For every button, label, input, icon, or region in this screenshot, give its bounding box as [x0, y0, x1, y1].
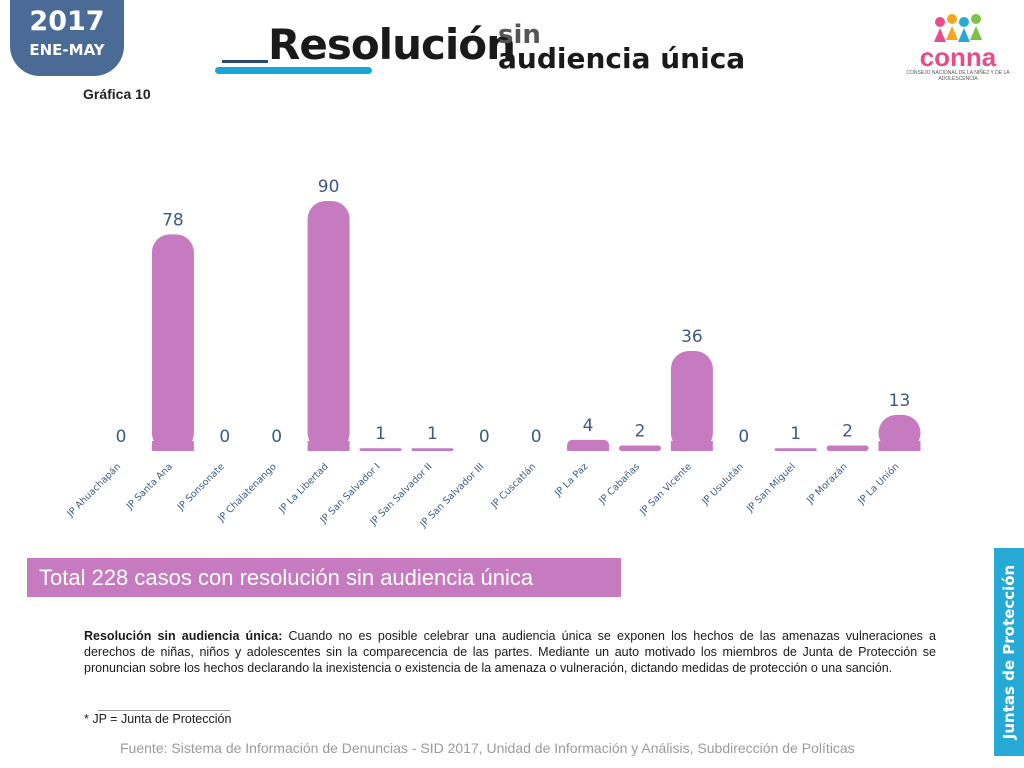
category-label: JP La Unión [856, 461, 902, 507]
category-label: JP Usulután [699, 461, 745, 507]
bar [307, 201, 350, 451]
logo-text: conna [920, 42, 997, 72]
bar [151, 234, 194, 451]
bar-value-label: 36 [681, 327, 703, 347]
bar-value-label: 0 [116, 427, 127, 447]
category-label: JP Santa Ana [124, 461, 175, 512]
bar-value-label: 4 [583, 416, 594, 436]
bar-value-label: 2 [635, 421, 646, 441]
total-banner: Total 228 casos con resolución sin audie… [27, 558, 621, 597]
description: Resolución sin audiencia única: Cuando n… [84, 628, 936, 676]
bar-value-label: 13 [889, 391, 911, 411]
category-label: JP Ahuachapán [65, 461, 124, 520]
total-banner-text: Total 228 casos con resolución sin audie… [39, 565, 534, 590]
bar-value-label: 0 [479, 427, 490, 447]
section-tab: Juntas de Protección [994, 548, 1024, 756]
source-note: Fuente: Sistema de Información de Denunc… [120, 740, 855, 756]
category-label: JP San Vicente [637, 461, 694, 518]
footnote: * JP = Junta de Protección [84, 712, 232, 726]
bar-chart: 0 JP Ahuachapán 78 JP Santa Ana 0 JP Sonsonat… [65, 177, 921, 530]
bar-value-label: 2 [842, 421, 853, 441]
bar-value-label: 1 [427, 424, 438, 444]
conna-logo: conna CONSEJO NACIONAL DE LA NIÑEZ Y DE … [906, 14, 1010, 86]
bar-value-label: 1 [790, 424, 801, 444]
category-label: JP Cabañas [596, 461, 642, 507]
conna-logo-figures: conna [920, 14, 997, 72]
bar [411, 448, 454, 451]
bar-value-label: 1 [375, 424, 386, 444]
section-tab-label: Juntas de Protección [1000, 564, 1018, 740]
bar [619, 445, 661, 451]
page-subtitle: audiencia única [498, 42, 746, 75]
category-label: JP Cuscatlán [489, 461, 539, 511]
bar [359, 448, 402, 451]
bar-value-label: 0 [271, 427, 282, 447]
bar-value-label: 0 [219, 427, 230, 447]
bar [826, 445, 869, 451]
title-sin: sin [498, 20, 541, 50]
bar-base [307, 441, 350, 451]
bar [670, 351, 713, 451]
title-underline-dark [222, 60, 268, 63]
category-label: JP La Libertad [276, 461, 330, 515]
bar-base [567, 445, 610, 451]
bar-value-label: 78 [162, 210, 184, 230]
category-label: JP Sonsonate [175, 461, 227, 513]
chart-number: Gráfica 10 [83, 86, 151, 102]
page-title: Resolución [268, 20, 516, 69]
description-text: Cuando no es posible celebrar una audien… [84, 629, 937, 675]
logo-caption: CONSEJO NACIONAL DE LA NIÑEZ Y DE LA ADO… [906, 70, 1010, 82]
year-badge: 2017 ENE-MAY [10, 0, 124, 76]
category-label: JP San Miguel [744, 461, 798, 515]
bar-value-label: 90 [318, 177, 340, 197]
bar-base [670, 441, 713, 451]
bar-base [878, 441, 921, 451]
bar [774, 448, 817, 451]
period: ENE-MAY [29, 41, 105, 59]
category-label: JP Morazán [804, 461, 849, 506]
bar-base [151, 441, 194, 451]
year: 2017 [29, 6, 105, 37]
description-term: Resolución sin audiencia única: [84, 629, 283, 643]
bar-value-label: 0 [738, 427, 749, 447]
category-label: JP La Paz [552, 461, 590, 499]
title-underline-blue [215, 67, 372, 74]
bar-value-label: 0 [531, 427, 542, 447]
footnote-separator [98, 710, 230, 711]
